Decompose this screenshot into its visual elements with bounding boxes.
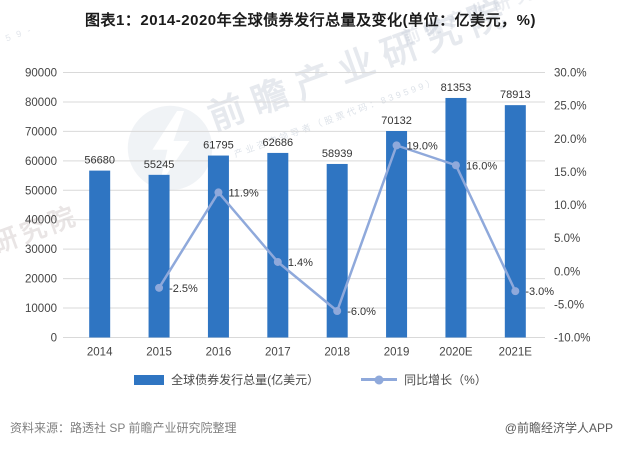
- bar: [89, 170, 111, 338]
- left-axis-tick-label: 20000: [25, 274, 57, 286]
- x-axis-label: 2021E: [499, 347, 533, 359]
- legend-bar-label: 全球债券发行总量(亿美元）: [171, 373, 320, 387]
- bar-value-label: 58939: [322, 148, 353, 160]
- left-axis-tick-label: 70000: [25, 126, 57, 138]
- line-series-swatch-icon: [361, 375, 398, 384]
- bar: [267, 152, 289, 338]
- bar-value-label: 62686: [263, 137, 294, 149]
- bar: [445, 97, 467, 338]
- bar-value-label: 78913: [500, 89, 531, 101]
- line-marker-dot-icon: [374, 375, 384, 384]
- right-axis-tick-label: -10.0%: [554, 333, 590, 345]
- x-axis-label: 2014: [87, 347, 113, 359]
- right-axis-tick-label: 0.0%: [554, 266, 580, 278]
- left-axis-tick-label: 90000: [25, 68, 57, 80]
- x-axis-label: 2018: [324, 347, 350, 359]
- legend-item-line: 同比增长（%）: [361, 371, 487, 388]
- right-axis-tick-label: 15.0%: [554, 167, 587, 179]
- trend-point-label: 16.0%: [466, 160, 497, 172]
- bar: [386, 131, 408, 338]
- bar: [148, 174, 170, 338]
- x-axis-label: 2020E: [439, 347, 473, 359]
- left-axis-tick-label: 30000: [25, 244, 57, 256]
- x-axis-label: 2019: [384, 347, 410, 359]
- left-axis-tick-label: 10000: [25, 303, 57, 315]
- bar-value-label: 55245: [144, 159, 175, 171]
- source-attribution: 资料来源：路透社 SP 前瞻产业研究院整理: [10, 421, 237, 435]
- x-axis-label: 2017: [265, 347, 291, 359]
- legend-line-label: 同比增长（%）: [404, 373, 487, 387]
- trend-marker: [214, 188, 223, 197]
- trend-marker: [155, 283, 164, 292]
- page-title: 图表1：2014-2020年全球债券发行总量及变化(单位：亿美元，%): [85, 12, 536, 29]
- legend-item-bar: 全球债券发行总量(亿美元）: [134, 371, 319, 388]
- trend-marker: [273, 257, 282, 266]
- bar: [207, 155, 229, 338]
- bar-value-label: 61795: [203, 140, 234, 152]
- trend-point-label: 1.4%: [288, 257, 313, 269]
- left-axis-tick-label: 50000: [25, 185, 57, 197]
- left-axis-tick-label: 40000: [25, 215, 57, 227]
- right-axis-tick-label: 25.0%: [554, 101, 587, 113]
- trend-marker: [333, 307, 342, 315]
- left-axis-tick-label: 60000: [25, 156, 57, 168]
- right-axis-tick-label: -5.0%: [554, 299, 584, 311]
- trend-point-label: -6.0%: [347, 306, 376, 318]
- x-axis-label: 2016: [206, 347, 232, 359]
- trend-marker: [451, 161, 460, 170]
- trend-point-label: -3.0%: [525, 286, 554, 298]
- right-axis-tick-label: 30.0%: [554, 68, 587, 80]
- right-axis-tick-label: 10.0%: [554, 200, 587, 212]
- left-axis-tick-label: 0: [51, 333, 57, 345]
- brand-attribution: @前瞻经济学人APP: [504, 421, 613, 435]
- left-axis-tick-label: 80000: [25, 97, 57, 109]
- chart-plot-area: 90000 80000 70000 60000 50000 40000 30000 20000…: [25, 68, 590, 359]
- bar-value-label: 81353: [441, 82, 472, 94]
- trend-marker: [511, 287, 520, 296]
- right-axis-tick-label: 20.0%: [554, 134, 587, 146]
- trend-point-label: 19.0%: [407, 140, 438, 152]
- trend-marker: [392, 141, 401, 150]
- bar-value-label: 56680: [84, 155, 115, 167]
- legend: 全球债券发行总量(亿美元） 同比增长（%）: [0, 371, 621, 388]
- x-axis-label: 2015: [146, 347, 172, 359]
- trend-point-label: -2.5%: [169, 283, 198, 295]
- bar: [504, 105, 526, 338]
- right-axis-tick-label: 5.0%: [554, 233, 580, 245]
- bar-series-swatch-icon: [134, 374, 165, 385]
- bar-value-label: 70132: [381, 115, 412, 127]
- trend-point-label: 11.9%: [228, 187, 259, 199]
